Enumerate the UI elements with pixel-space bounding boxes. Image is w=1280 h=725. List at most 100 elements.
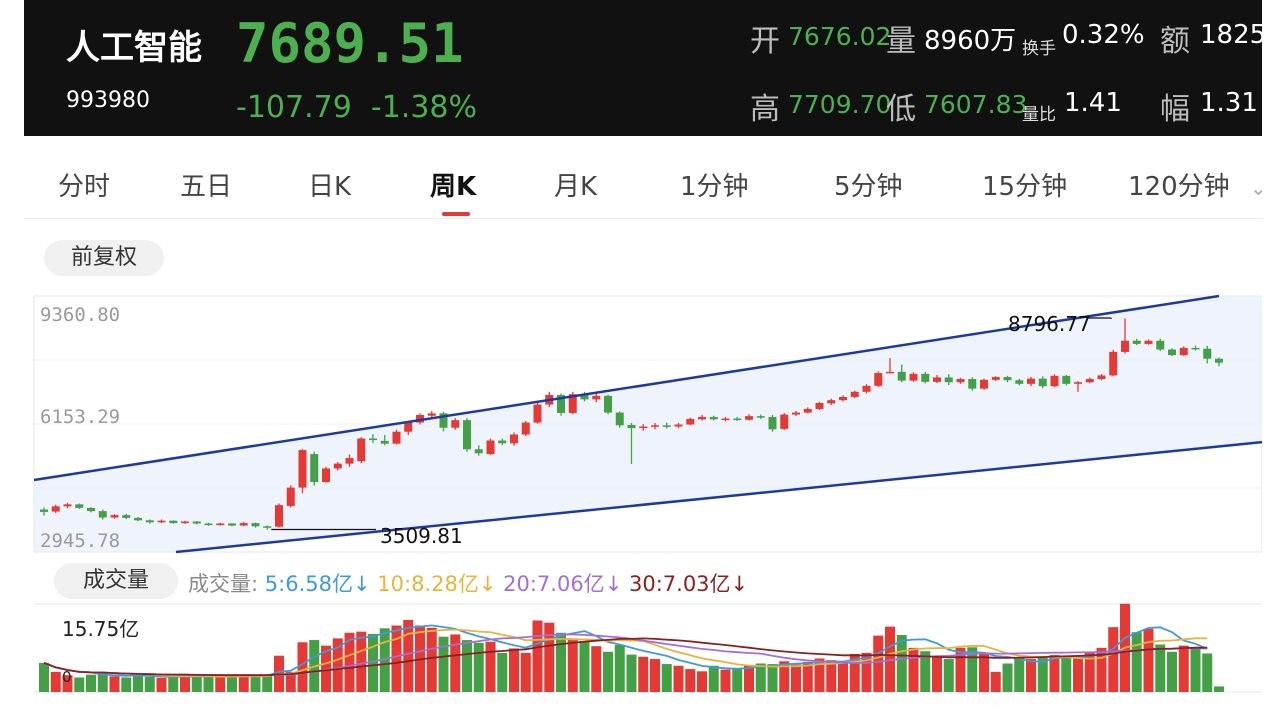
candle-body <box>956 379 965 383</box>
candle-body <box>1156 340 1165 350</box>
volume-bar <box>1131 632 1142 692</box>
volume-bar <box>520 652 531 692</box>
volume-bar <box>720 669 731 692</box>
volume-bar <box>356 631 367 692</box>
candle-body <box>1203 348 1212 359</box>
channel-upper-line <box>33 294 1220 482</box>
volume-bar <box>1190 648 1201 692</box>
candle-body <box>639 426 648 429</box>
volume-bar <box>685 669 696 692</box>
price-axis-top: 9360.80 <box>40 304 121 326</box>
candle-body <box>1074 382 1082 384</box>
volume-bar <box>50 671 61 692</box>
volume-bar <box>368 633 378 692</box>
tab-5min[interactable]: 5分钟 <box>834 172 903 202</box>
candle-body <box>75 504 84 508</box>
volume-bar <box>661 664 672 692</box>
volume-bar <box>191 677 202 692</box>
volume-bar <box>297 642 308 692</box>
vol-ratio-label: 量比 <box>1022 105 1056 125</box>
ma20-legend: 20:7.06亿↓ <box>503 572 623 596</box>
candle-body <box>568 394 577 413</box>
volume-bar <box>896 635 907 692</box>
volume-bar <box>1178 645 1189 692</box>
volume-bar <box>979 654 989 692</box>
candle-body <box>745 416 753 420</box>
volume-bar <box>285 671 296 692</box>
volume-bar <box>603 651 613 692</box>
volume-bar <box>544 622 555 692</box>
tab-monthly-k[interactable]: 月K <box>554 172 598 202</box>
volume-bar <box>838 662 848 692</box>
candle-body <box>110 515 119 518</box>
candle-body <box>803 408 812 413</box>
candle-body <box>286 487 295 506</box>
volume-indicator-button[interactable]: 成交量 <box>54 563 178 599</box>
tab-daily-k[interactable]: 日K <box>308 172 352 202</box>
tab-120min[interactable]: 120分钟 <box>1128 172 1230 202</box>
candle-body <box>991 377 1000 380</box>
volume-bar <box>462 640 472 692</box>
candle-body <box>1085 379 1094 383</box>
candle-body <box>615 412 624 426</box>
candle-body <box>815 402 824 409</box>
candle-body <box>239 523 248 526</box>
volume-bar <box>1202 653 1213 692</box>
candle-body <box>827 400 836 404</box>
candle-body <box>345 458 354 464</box>
high-annotation: 8796.77 <box>1008 312 1091 336</box>
channel-lower-line <box>175 440 1263 554</box>
volume-bar <box>1073 658 1083 692</box>
tab-intraday[interactable]: 分时 <box>58 172 111 202</box>
ma30-legend: 30:7.03亿↓ <box>628 572 749 596</box>
candle-body <box>897 371 906 381</box>
candle-body <box>486 440 495 455</box>
candle-body <box>98 511 107 518</box>
candle-body <box>733 418 742 421</box>
volume-bar <box>86 674 96 692</box>
candle-body <box>145 520 154 523</box>
candle-body <box>933 377 941 382</box>
candle-body <box>416 414 424 423</box>
adjust-mode-button[interactable]: 前复权 <box>44 240 164 276</box>
price-axis-mid: 6153.29 <box>40 406 121 428</box>
candle-body <box>674 424 683 427</box>
volume-bar <box>332 638 343 692</box>
volume-bar <box>74 677 85 692</box>
candle-body <box>51 506 60 512</box>
candles <box>40 318 1223 530</box>
candle-body <box>1050 375 1059 387</box>
candle-body <box>874 373 883 386</box>
candle-body <box>1168 349 1176 356</box>
volume-bar <box>321 645 331 692</box>
candle-body <box>886 371 894 374</box>
candle-body <box>944 377 953 383</box>
open-label: 开 <box>750 24 780 59</box>
volume-bar <box>168 675 179 692</box>
volume-bar <box>227 676 237 692</box>
candle-body <box>780 414 789 429</box>
volume-bar <box>1061 657 1072 692</box>
volume-bar <box>156 678 167 692</box>
candle-body <box>298 450 307 488</box>
tab-1min[interactable]: 1分钟 <box>680 172 749 202</box>
amount-label: 额 <box>1160 24 1190 59</box>
volume-bar <box>121 677 132 692</box>
candle-body <box>909 373 918 381</box>
volume-bar <box>391 625 402 692</box>
volume-bar <box>567 638 578 692</box>
candle-body <box>322 468 330 482</box>
candle-body <box>463 420 471 450</box>
tab-weekly-k[interactable]: 周K <box>430 172 477 202</box>
candle-body <box>228 523 236 526</box>
candle-body <box>604 395 612 413</box>
volume-bar <box>450 634 461 692</box>
volume-bar <box>379 628 390 692</box>
ma10-line <box>43 628 1208 678</box>
tab-15min[interactable]: 15分钟 <box>982 172 1068 202</box>
tab-five-day[interactable]: 五日 <box>180 172 233 202</box>
candle-body <box>862 385 871 392</box>
volume-bar <box>826 660 837 692</box>
low-label: 低 <box>886 92 916 127</box>
